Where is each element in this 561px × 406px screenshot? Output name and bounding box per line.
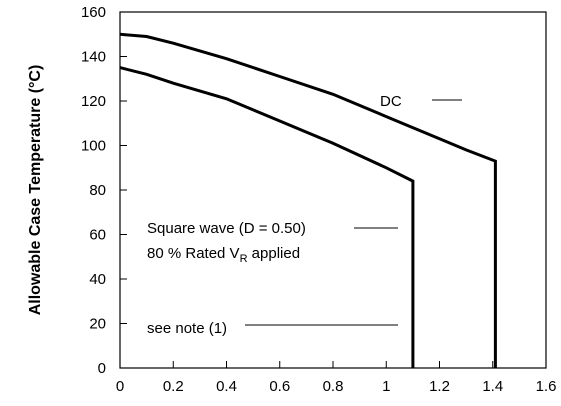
x-tick-label: 1.2 [429, 378, 450, 395]
y-tick-label: 40 [89, 271, 106, 288]
x-axis-ticks: 0 0.2 0.4 0.6 0.8 1 1.2 1.4 1.6 [116, 361, 557, 395]
y-tick-label: 80 [89, 182, 106, 199]
see-note-label: see note (1) [147, 320, 227, 337]
y-tick-label: 160 [81, 4, 106, 21]
x-tick-label: 1.6 [536, 378, 557, 395]
square-wave-label: Square wave (D = 0.50) [147, 220, 306, 237]
y-tick-label: 100 [81, 138, 106, 155]
rated-vr-suffix: applied [248, 245, 301, 262]
x-tick-label: 0.6 [269, 378, 290, 395]
x-tick-label: 0.2 [163, 378, 184, 395]
y-tick-label: 120 [81, 93, 106, 110]
y-tick-label: 20 [89, 316, 106, 333]
x-tick-label: 0 [116, 378, 124, 395]
rated-vr-prefix: 80 % Rated V [147, 245, 240, 262]
y-axis-ticks: 0 20 40 60 80 100 120 140 160 [81, 4, 127, 377]
rated-vr-label: 80 % Rated VR applied [147, 245, 300, 265]
y-tick-label: 140 [81, 49, 106, 66]
plot-frame [119, 11, 547, 369]
annotations: DC Square wave (D = 0.50) 80 % Rated VR … [147, 93, 462, 337]
dc-series-line [119, 32, 497, 368]
y-tick-label: 60 [89, 227, 106, 244]
dc-label: DC [380, 93, 402, 110]
x-tick-label: 0.4 [216, 378, 237, 395]
series-lines [119, 32, 497, 368]
square-wave-series-line [119, 66, 415, 368]
y-tick-label: 0 [98, 360, 106, 377]
y-axis-label: Allowable Case Temperature (°C) [27, 65, 44, 316]
x-tick-label: 0.8 [323, 378, 344, 395]
rated-vr-subscript: R [240, 253, 248, 265]
x-tick-label: 1.4 [482, 378, 503, 395]
x-tick-label: 1 [382, 378, 390, 395]
